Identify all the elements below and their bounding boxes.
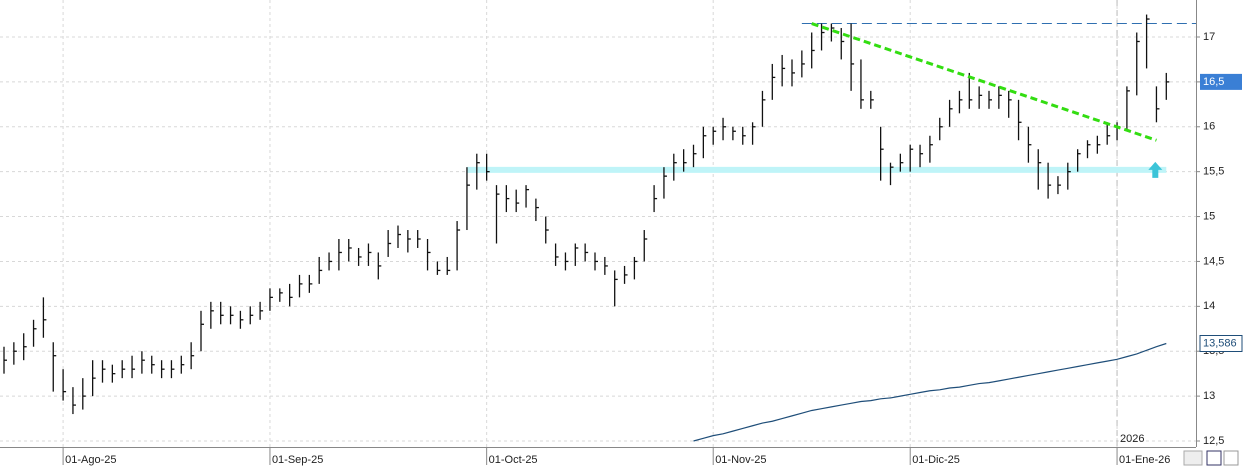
expand-button[interactable] (1223, 450, 1239, 466)
moving-average (693, 342, 1167, 442)
year-label: 2026 (1120, 433, 1144, 445)
x-tick-label: 01-Ene-26 (1119, 454, 1170, 466)
x-tick-label: 01-Ago-25 (65, 454, 116, 466)
price-badge-label: 16,5 (1203, 76, 1224, 88)
support-band (466, 166, 1167, 173)
y-tick-label: 14 (1203, 300, 1215, 312)
price-badge-label: 13,586 (1203, 337, 1237, 349)
y-tick-label: 16 (1203, 121, 1215, 133)
up-arrow (1148, 161, 1163, 178)
y-tick-label: 17 (1203, 31, 1215, 43)
save-button[interactable] (1206, 450, 1222, 466)
x-tick-label: 01-Nov-25 (715, 454, 766, 466)
y-tick-label: 15 (1203, 210, 1215, 222)
plot (0, 0, 1196, 447)
y-tick-label: 15,5 (1203, 166, 1224, 178)
scroll-button[interactable] (1183, 450, 1203, 466)
toolbar (1183, 450, 1239, 466)
y-tick-label: 13 (1203, 390, 1215, 402)
trend-line (811, 22, 1157, 142)
y-tick-label: 12,5 (1203, 435, 1224, 447)
price-badge (1199, 335, 1243, 353)
x-tick-label: 01-Sep-25 (272, 454, 323, 466)
x-tick-label: 01-Oct-25 (489, 454, 538, 466)
x-tick-label: 01-Dic-25 (912, 454, 960, 466)
price-badge (1200, 73, 1242, 90)
y-tick-label: 14,5 (1203, 255, 1224, 267)
